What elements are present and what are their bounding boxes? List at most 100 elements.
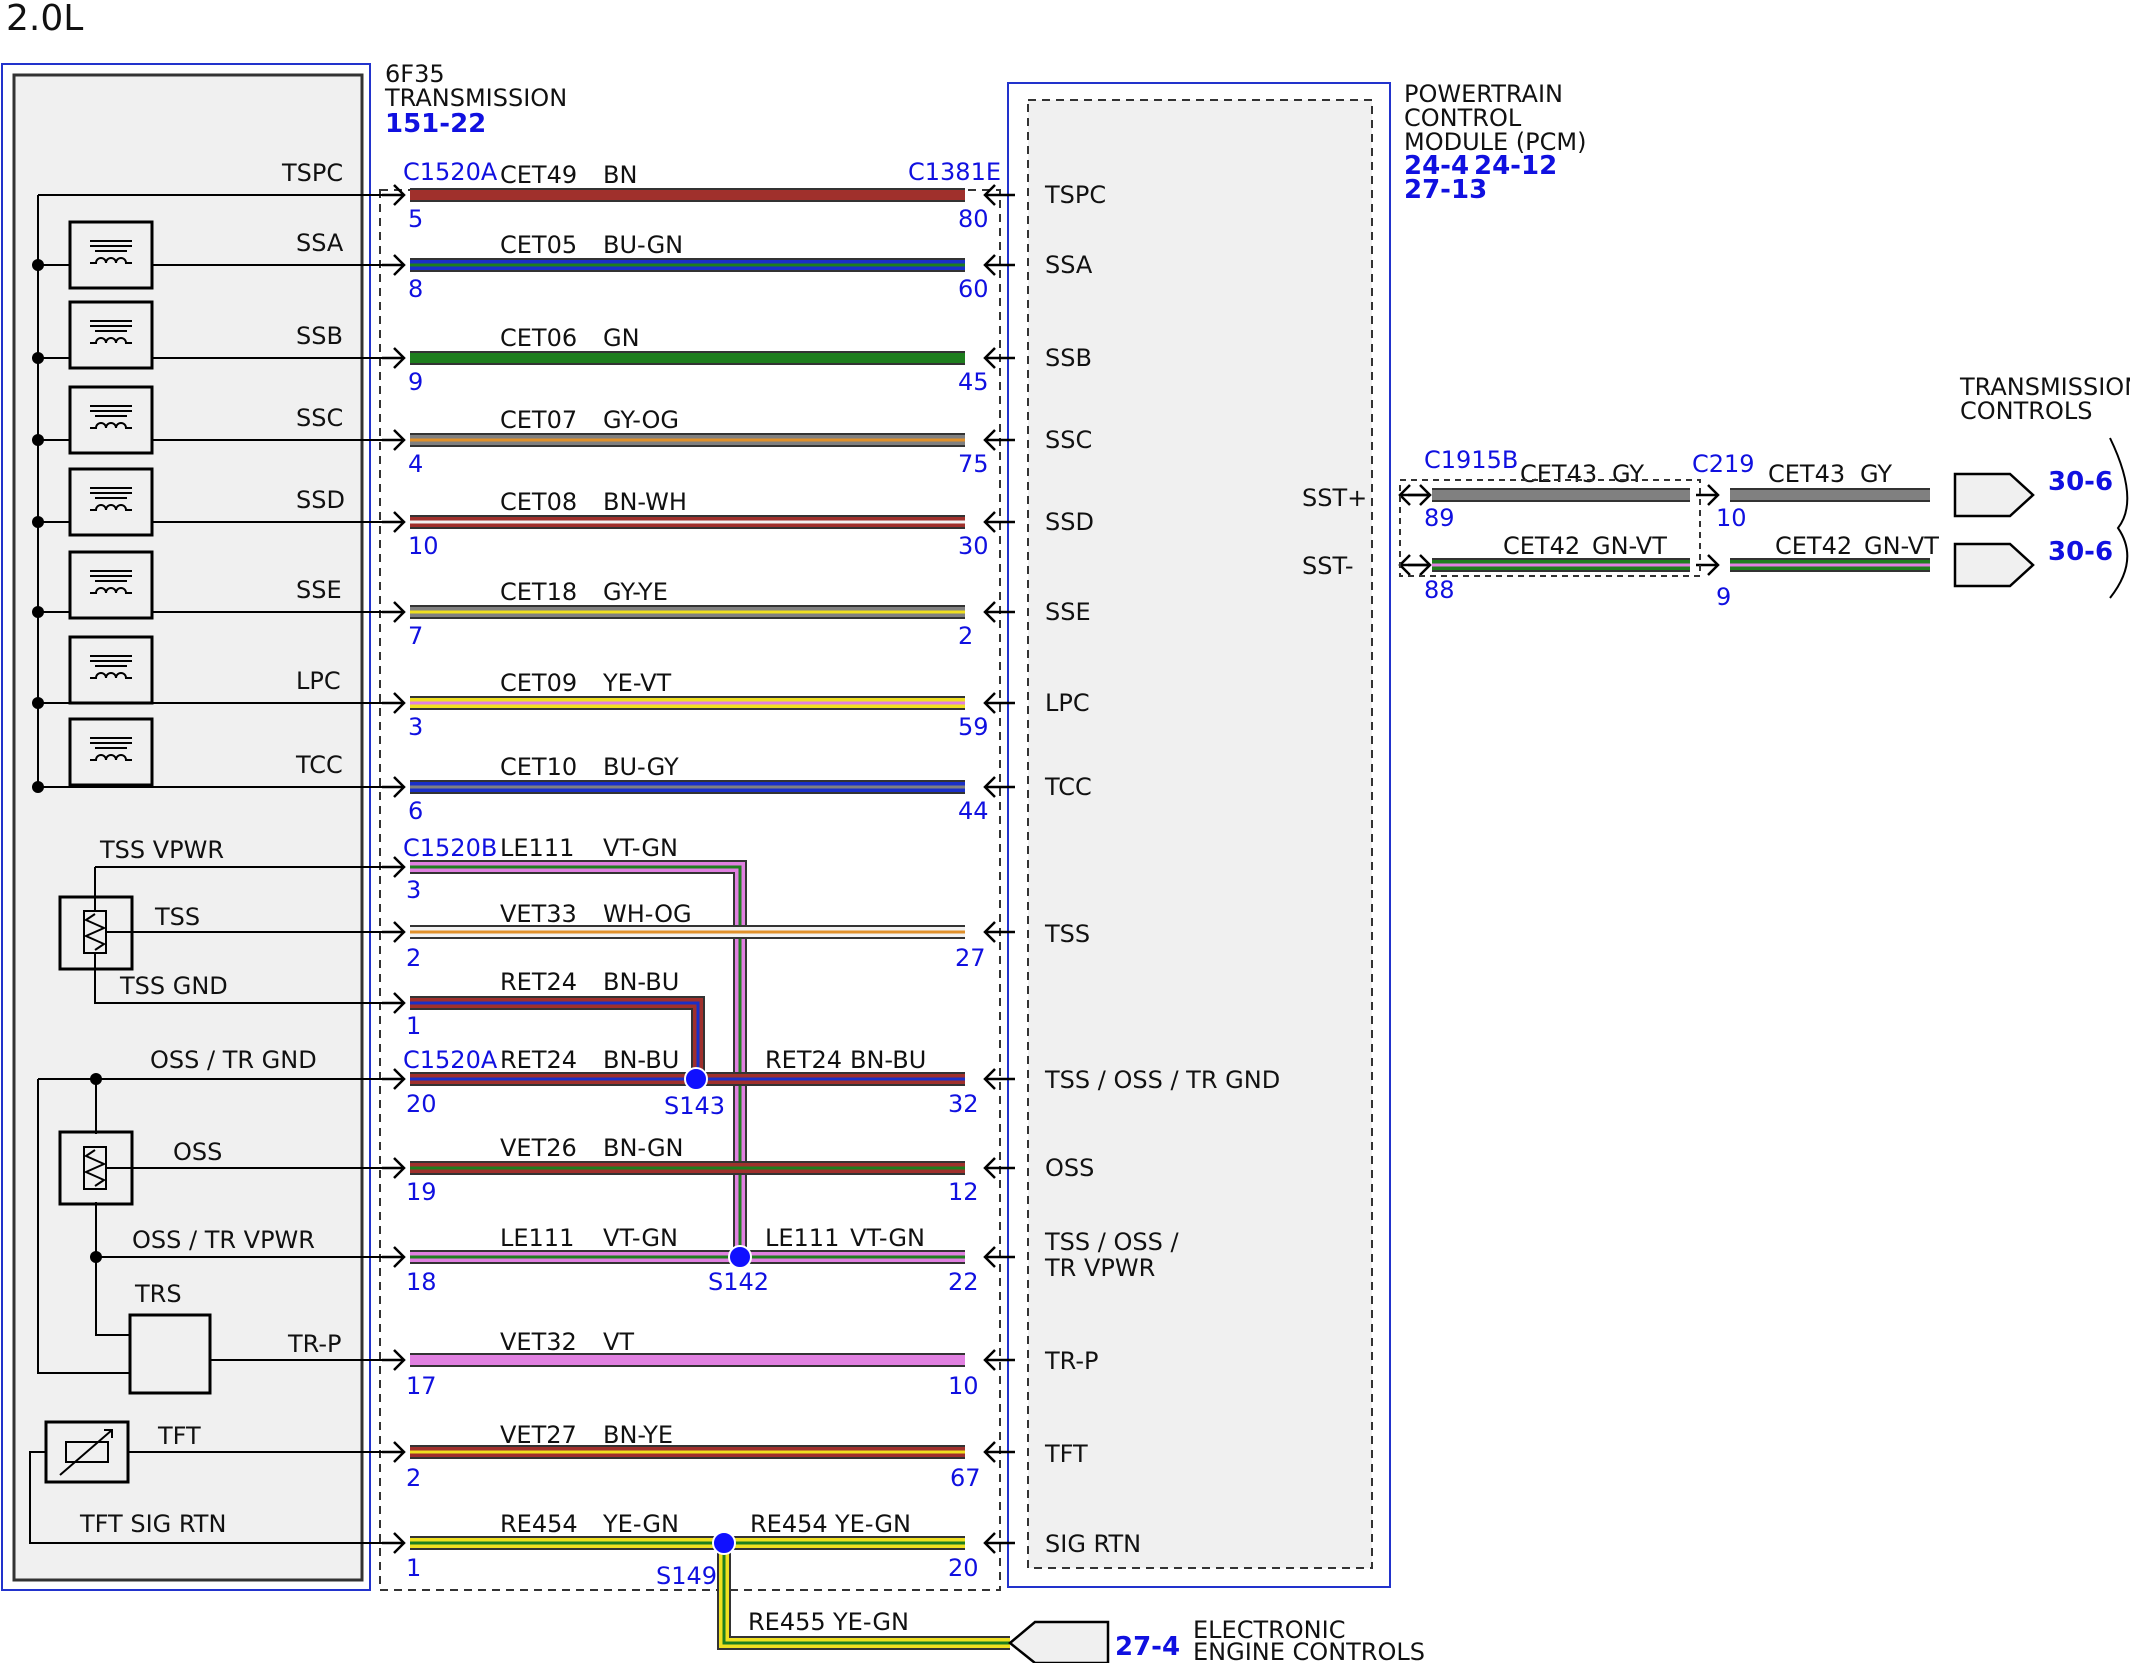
tss-color: WH-OG — [603, 900, 692, 928]
sigrtn-color-right: YE-GN — [834, 1510, 911, 1538]
solenoid-4 — [68, 467, 154, 537]
oss-tr-gnd-label: OSS / TR GND — [150, 1046, 317, 1074]
tft-wires — [29, 1451, 404, 1544]
sst-minus-circuit-2: CET42 — [1775, 532, 1852, 560]
ssa-circuit: CET05 — [500, 231, 577, 259]
sst-minus-pin-2: 9 — [1716, 583, 1731, 611]
gnd-pin-right: 32 — [948, 1090, 979, 1118]
tss-gnd-wire-stripe — [410, 1001, 700, 1079]
oss-pin-left: 19 — [406, 1178, 437, 1206]
sst-plus-color-2: GY — [1860, 460, 1892, 488]
tspc-pcm-arrow — [983, 184, 1015, 206]
oss-label: OSS — [173, 1138, 222, 1166]
pcm-name-3: MODULE (PCM) — [1404, 128, 1586, 156]
eec-connector-icon[interactable] — [1008, 1620, 1110, 1663]
oss-vpwr-junction — [90, 1251, 102, 1263]
lpc-pin-right: 59 — [958, 713, 989, 741]
tss-arrow — [382, 921, 406, 943]
trp-color: VT — [603, 1328, 634, 1356]
sst-title-2: CONTROLS — [1960, 397, 2092, 425]
solenoid-box — [68, 717, 154, 787]
gnd-circuit: RET24 — [500, 1046, 577, 1074]
sst-bracket — [2109, 437, 2129, 599]
coil-icon — [90, 587, 132, 594]
ssc-circuit: CET07 — [500, 406, 577, 434]
tss-gnd-color: BN-BU — [603, 968, 679, 996]
solenoid-rows: TSPC SSA SSB SSC SSD SSE LPC TCC — [32, 159, 406, 798]
eec-ref[interactable]: 27-4 — [1115, 1632, 1180, 1662]
ssa-pin-right: 60 — [958, 275, 989, 303]
connector-c1381e: C1381E — [908, 158, 1001, 186]
sst-minus-label: SST- — [1302, 552, 1354, 580]
sse-color: GY-YE — [603, 578, 668, 606]
pcm-trp-label: TR-P — [1044, 1347, 1099, 1375]
trs-box — [128, 1313, 212, 1395]
ssc-trans-arrow — [382, 429, 406, 451]
pcm-sigrtn-label: SIG RTN — [1045, 1530, 1141, 1558]
pcm-ref-3[interactable]: 27-13 — [1404, 175, 1487, 205]
splice-s143[interactable] — [684, 1067, 708, 1091]
connector-c1520a: C1520A — [403, 158, 498, 186]
transmission-ref[interactable]: 151-22 — [385, 109, 486, 139]
vpwr-circuit-right: LE111 — [765, 1224, 839, 1252]
oss-tr-vpwr-label: OSS / TR VPWR — [132, 1226, 315, 1254]
pcm-name-1: POWERTRAIN — [1404, 80, 1563, 108]
sse-pcm-label: SSE — [1045, 598, 1091, 626]
sst-plus-label: SST+ — [1302, 484, 1367, 512]
tss-vpwr-arrow — [382, 856, 406, 878]
sigrtn-pin-left: 1 — [406, 1554, 421, 1582]
tcc-color: BU-GY — [603, 753, 679, 781]
sigrtn-color: YE-GN — [602, 1510, 679, 1538]
sigrtn-arrow — [382, 1532, 406, 1554]
lpc-trans-arrow — [382, 692, 406, 714]
sst-plus-dest-connector-icon[interactable] — [1953, 472, 2035, 518]
tss-vpwr-wire-stripe — [410, 865, 742, 1257]
trp-arrow — [382, 1349, 406, 1371]
ssd-pcm-label: SSD — [1045, 508, 1094, 536]
tss-circuit: VET33 — [500, 900, 577, 928]
pcm-ref-2[interactable]: 24-12 — [1474, 151, 1557, 181]
ssc-pcm-arrow — [983, 429, 1015, 451]
tft-sig-rtn-label: TFT SIG RTN — [79, 1510, 226, 1538]
oss-zigzag-icon — [83, 1149, 107, 1187]
coil-core-icon — [90, 737, 132, 749]
sst-plus-c1915b-arrow — [1408, 484, 1432, 506]
sst-minus-dest-connector-icon[interactable] — [1953, 542, 2035, 588]
coil-icon — [90, 422, 132, 429]
eec-label-2: ENGINE CONTROLS — [1193, 1638, 1425, 1663]
oss-color: BN-GN — [603, 1134, 684, 1162]
tss-gnd-arrow — [382, 992, 406, 1014]
sst-minus-ref[interactable]: 30-6 — [2048, 537, 2113, 567]
sse-pin-right: 2 — [958, 622, 973, 650]
ssa-pcm-label: SSA — [1045, 251, 1093, 279]
sst-minus-c1915b-arrow — [1408, 554, 1432, 576]
solenoid-box — [68, 300, 154, 370]
eec-label-1: ELECTRONIC — [1193, 1616, 1345, 1644]
sst-minus-color: GN-VT — [1592, 532, 1667, 560]
oss-gnd-junction — [90, 1073, 102, 1085]
pcm-ref-1[interactable]: 24-4 — [1404, 151, 1469, 181]
pcm-oss-label: OSS — [1045, 1154, 1094, 1182]
tcc-pin-left: 6 — [408, 797, 423, 825]
splice-s149[interactable] — [712, 1531, 736, 1555]
ssc-color: GY-OG — [603, 406, 679, 434]
ssd-pin-left: 10 — [408, 532, 439, 560]
sst-plus-circuit-2: CET43 — [1768, 460, 1845, 488]
connector-c219: C219 — [1692, 450, 1755, 478]
solenoid-box — [68, 467, 154, 537]
tss-pin-right: 27 — [955, 944, 986, 972]
sse-pcm-arrow — [983, 601, 1015, 623]
ssd-trans-arrow — [382, 511, 406, 533]
tss-zigzag-icon — [83, 913, 107, 951]
solenoid-1 — [68, 220, 154, 290]
ssc-input-label: SSC — [296, 404, 343, 432]
solenoid-box — [68, 220, 154, 290]
sst-title-1: TRANSMISSION — [1959, 373, 2130, 401]
splice-s142[interactable] — [728, 1245, 752, 1269]
sse-circuit: CET18 — [500, 578, 577, 606]
oss-circuit: VET26 — [500, 1134, 577, 1162]
pcm-gnd-label: TSS / OSS / TR GND — [1044, 1066, 1280, 1094]
connector-c1520b: C1520B — [403, 834, 497, 862]
sst-plus-ref[interactable]: 30-6 — [2048, 467, 2113, 497]
tspc-input-label: TSPC — [281, 159, 343, 187]
